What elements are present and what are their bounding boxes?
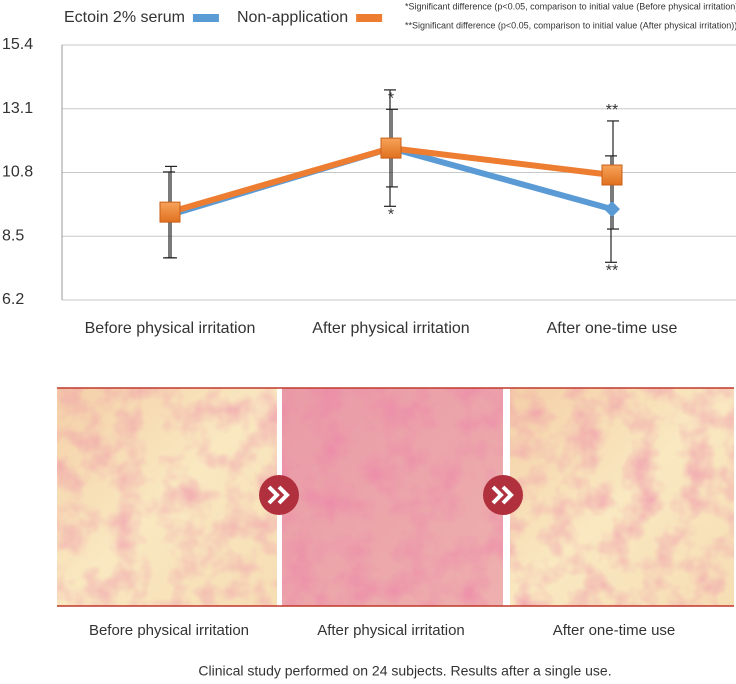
photo-texture xyxy=(510,388,734,606)
photo-label: Before physical irritation xyxy=(89,622,249,639)
photos xyxy=(57,387,734,607)
y-tick-label: 6.2 xyxy=(2,291,24,308)
legend-label: Non-application xyxy=(237,9,348,26)
legend-label: Ectoin 2% serum xyxy=(64,9,185,26)
significance-label: * xyxy=(388,91,394,108)
y-tick-label: 13.1 xyxy=(2,100,33,117)
x-tick-label: After one-time use xyxy=(547,320,678,337)
legend-swatch xyxy=(356,14,383,22)
y-tick-label: 10.8 xyxy=(2,164,33,181)
photo-texture xyxy=(282,388,503,606)
significance-label: ** xyxy=(606,102,618,119)
x-tick-label: Before physical irritation xyxy=(85,320,256,337)
arrow-icon xyxy=(483,475,523,515)
photo-label: After physical irritation xyxy=(317,622,465,639)
caption: Clinical study performed on 24 subjects.… xyxy=(198,663,611,679)
significance-label: * xyxy=(388,207,394,224)
y-tick-label: 15.4 xyxy=(2,36,33,53)
legend-swatch xyxy=(192,14,219,22)
photo-texture xyxy=(57,388,277,606)
marker xyxy=(159,201,181,223)
marker xyxy=(604,201,620,218)
x-tick-label: After physical irritation xyxy=(312,320,469,337)
marker xyxy=(601,164,623,186)
note: **Significant difference (p<0.05, compar… xyxy=(405,20,736,30)
marker xyxy=(380,137,402,159)
note: *Significant difference (p<0.05, compari… xyxy=(405,1,736,11)
y-tick-label: 8.5 xyxy=(2,227,24,244)
photo-label: After one-time use xyxy=(553,622,676,639)
arrow-icon xyxy=(259,475,299,515)
significance-label: ** xyxy=(606,263,618,280)
